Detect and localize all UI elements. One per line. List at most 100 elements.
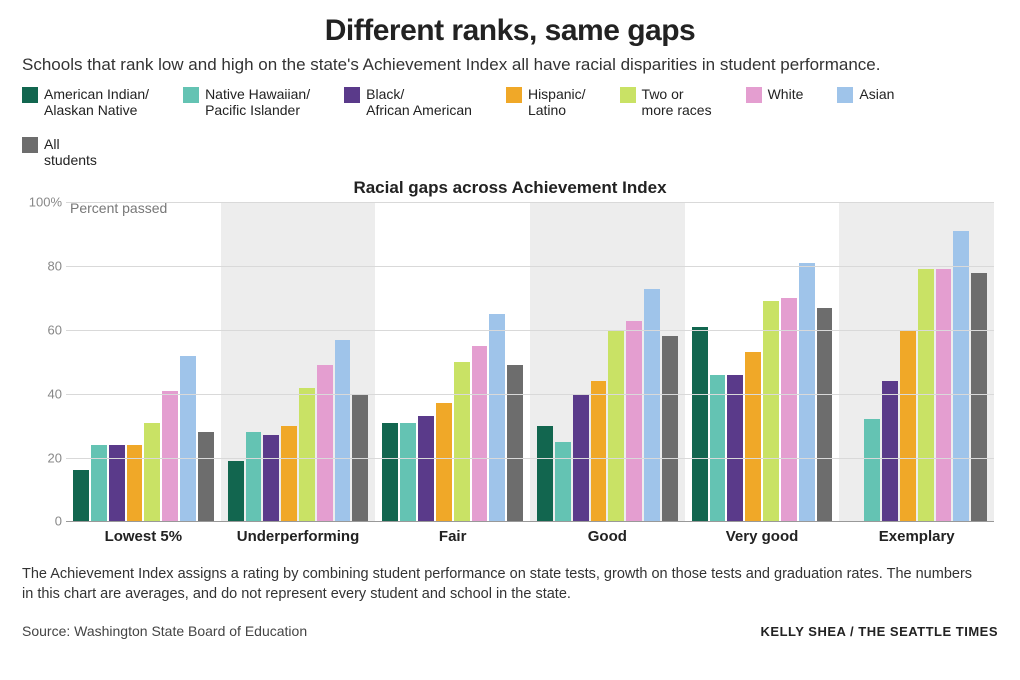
bar <box>918 269 934 521</box>
page-title: Different ranks, same gaps <box>22 14 998 48</box>
legend-swatch <box>22 87 38 103</box>
y-tick: 60 <box>24 323 62 338</box>
legend-swatch <box>22 137 38 153</box>
bar <box>763 301 779 521</box>
bar <box>436 403 452 521</box>
legend-label: Native Hawaiian/ Pacific Islander <box>205 86 310 118</box>
bar <box>91 445 107 522</box>
y-tick: 40 <box>24 386 62 401</box>
bar <box>781 298 797 521</box>
y-tick: 0 <box>24 514 62 529</box>
bar <box>144 423 160 522</box>
bar <box>109 445 125 522</box>
bar <box>662 336 678 521</box>
legend-label: Hispanic/ Latino <box>528 86 586 118</box>
bar <box>418 416 434 521</box>
credit-line: KELLY SHEA / THE SEATTLE TIMES <box>761 624 998 639</box>
legend-item: American Indian/ Alaskan Native <box>22 86 149 118</box>
bar <box>73 470 89 521</box>
x-axis-labels: Lowest 5%UnderperformingFairGoodVery goo… <box>66 522 994 545</box>
legend-item: All students <box>22 136 97 168</box>
bar <box>745 352 761 521</box>
legend-item: Asian <box>837 86 894 118</box>
gridline <box>66 394 994 395</box>
y-tick: 100% <box>24 195 62 210</box>
footnote: The Achievement Index assigns a rating b… <box>22 565 982 604</box>
bar <box>936 269 952 521</box>
bar-group <box>221 202 376 521</box>
bar <box>971 273 987 522</box>
gridline <box>66 202 994 203</box>
subtitle: Schools that rank low and high on the st… <box>22 54 998 76</box>
bar-group <box>839 202 994 521</box>
legend-swatch <box>837 87 853 103</box>
bar <box>400 423 416 522</box>
x-tick-label: Exemplary <box>839 522 994 545</box>
bar <box>317 365 333 521</box>
bar <box>335 340 351 522</box>
gridline <box>66 458 994 459</box>
legend-swatch <box>344 87 360 103</box>
bar <box>472 346 488 521</box>
bar <box>228 461 244 522</box>
legend-item: Black/ African American <box>344 86 472 118</box>
bar <box>489 314 505 521</box>
bar <box>555 442 571 522</box>
bar <box>644 289 660 522</box>
bar <box>608 330 624 521</box>
x-tick-label: Fair <box>375 522 530 545</box>
bar <box>246 432 262 521</box>
bar <box>281 426 297 522</box>
bar <box>454 362 470 522</box>
bar <box>626 321 642 522</box>
bar <box>817 308 833 522</box>
bar-chart: 020406080100% <box>66 202 994 522</box>
bar <box>263 435 279 521</box>
bar <box>198 432 214 521</box>
bar <box>727 375 743 522</box>
gridline <box>66 330 994 331</box>
legend-swatch <box>506 87 522 103</box>
bar <box>953 231 969 521</box>
bar <box>162 391 178 522</box>
gridline <box>66 266 994 267</box>
x-tick-label: Good <box>530 522 685 545</box>
x-tick-label: Underperforming <box>221 522 376 545</box>
legend-label: American Indian/ Alaskan Native <box>44 86 149 118</box>
bar <box>299 388 315 522</box>
legend-item: White <box>746 86 804 118</box>
gridline <box>66 521 994 522</box>
legend-item: Two or more races <box>620 86 712 118</box>
legend-swatch <box>183 87 199 103</box>
chart-container: Percent passed 020406080100% Lowest 5%Un… <box>22 202 998 545</box>
x-tick-label: Lowest 5% <box>66 522 221 545</box>
x-tick-label: Very good <box>685 522 840 545</box>
legend: American Indian/ Alaskan Native Native Ha… <box>22 86 998 168</box>
bar-group <box>66 202 221 521</box>
bar-group <box>685 202 840 521</box>
bar <box>692 327 708 522</box>
bar <box>382 423 398 522</box>
legend-item: Hispanic/ Latino <box>506 86 586 118</box>
bar <box>710 375 726 522</box>
legend-label: White <box>768 86 804 102</box>
bar <box>507 365 523 521</box>
legend-label: All students <box>44 136 97 168</box>
legend-label: Asian <box>859 86 894 102</box>
bar <box>127 445 143 522</box>
y-tick: 20 <box>24 450 62 465</box>
bar <box>882 381 898 521</box>
source-line: Source: Washington State Board of Educat… <box>22 623 307 639</box>
bar <box>591 381 607 521</box>
bar <box>537 426 553 522</box>
legend-item: Native Hawaiian/ Pacific Islander <box>183 86 310 118</box>
bar <box>900 330 916 521</box>
bar <box>864 419 880 521</box>
legend-swatch <box>746 87 762 103</box>
bar <box>180 356 196 522</box>
legend-label: Two or more races <box>642 86 712 118</box>
chart-subtitle: Racial gaps across Achievement Index <box>22 178 998 198</box>
bar-group <box>375 202 530 521</box>
y-tick: 80 <box>24 259 62 274</box>
bar <box>799 263 815 521</box>
